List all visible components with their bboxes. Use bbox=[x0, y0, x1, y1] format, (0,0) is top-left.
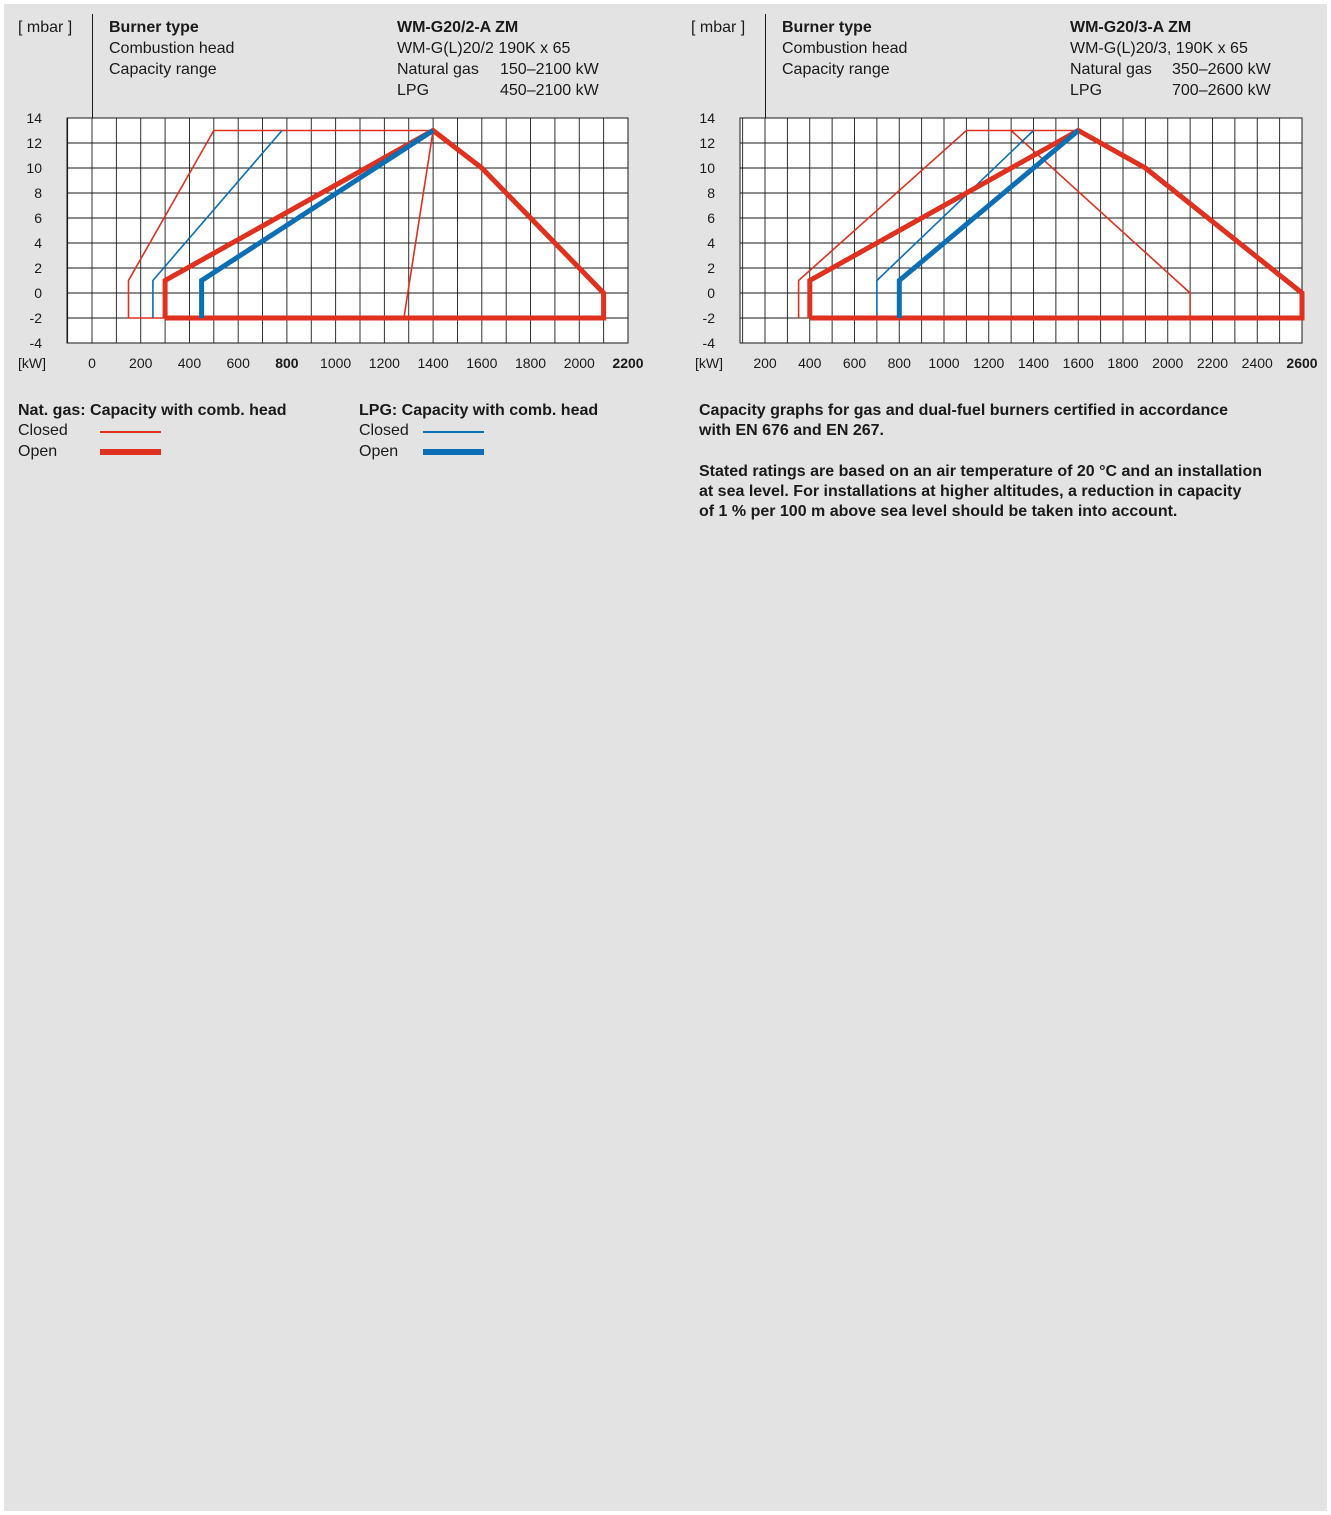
left-x-tick-label: 800 bbox=[275, 355, 299, 371]
legend-nat-gas-open-swatch bbox=[100, 449, 161, 455]
right-x-tick-label: 1800 bbox=[1107, 355, 1138, 371]
right-x-tick-label: 600 bbox=[843, 355, 867, 371]
left-y-tick-label: 0 bbox=[34, 285, 42, 301]
right-y-tick-label: 4 bbox=[707, 235, 715, 251]
left-series-lpg-open bbox=[199, 128, 435, 318]
left-x-tick-label: 0 bbox=[88, 355, 96, 371]
left-series-lpg-closed bbox=[152, 129, 283, 318]
right-x-tick-label: 2000 bbox=[1152, 355, 1183, 371]
right-y-tick-label: 2 bbox=[707, 260, 715, 276]
right-y-tick-label: -4 bbox=[703, 335, 716, 351]
left-x-tick-label: 400 bbox=[178, 355, 202, 371]
right-combustion-head-label: Combustion head bbox=[782, 40, 908, 57]
right-unit-label: [ mbar ] bbox=[691, 19, 746, 36]
left-x-tick-label: 1000 bbox=[320, 355, 351, 371]
legend-nat-gas-title: Nat. gas: Capacity with comb. head bbox=[18, 402, 287, 419]
left-lpg-label: LPG bbox=[397, 82, 430, 99]
left-x-tick-label: 1400 bbox=[418, 355, 449, 371]
left-lpg-range: 450–2100 kW bbox=[500, 82, 599, 99]
right-y-tick-label: 6 bbox=[707, 210, 715, 226]
legend-nat-gas-closed-label: Closed bbox=[18, 422, 68, 439]
note-paragraph-1-line-1: Capacity graphs for gas and dual-fuel bu… bbox=[699, 402, 1229, 419]
right-y-tick-label: 12 bbox=[699, 135, 715, 151]
note-paragraph-2-line-3: of 1 % per 100 m above sea level should … bbox=[699, 503, 1178, 520]
right-lpg-label: LPG bbox=[1070, 82, 1103, 99]
left-y-tick-label: 12 bbox=[26, 135, 42, 151]
right-y-tick-label: 10 bbox=[699, 160, 715, 176]
right-x-tick-label: 800 bbox=[888, 355, 912, 371]
right-series-lpg-closed bbox=[876, 129, 1035, 318]
left-plot-frame bbox=[66, 117, 629, 344]
note-paragraph-1-line-2: with EN 676 and EN 267. bbox=[699, 422, 884, 439]
left-combustion-head-value: WM-G(L)20/2 190K x 65 bbox=[397, 40, 571, 57]
right-series-lpg-open bbox=[896, 128, 1080, 318]
left-unit-label: [ mbar ] bbox=[18, 19, 73, 36]
capacity-chart-left: 14 12 10 8 6 4 2 0 -2 -4 [kW] 0 200 400 600 800 1000 1200… bbox=[18, 110, 644, 371]
left-x-tick-label: 600 bbox=[227, 355, 251, 371]
right-burner-type-label: Burner type bbox=[782, 19, 872, 36]
left-plot-area bbox=[67, 118, 628, 343]
right-lpg-range: 700–2600 kW bbox=[1172, 82, 1271, 99]
right-model-name: WM-G20/3-A ZM bbox=[1070, 19, 1192, 36]
left-model-name: WM-G20/2-A ZM bbox=[397, 19, 519, 36]
capacity-chart-right: 14 12 10 8 6 4 2 0 -2 -4 [kW] 200 400 600 800 1000 1200 1… bbox=[695, 110, 1318, 371]
right-x-tick-label: 1400 bbox=[1018, 355, 1049, 371]
left-x-axis-label: [kW] bbox=[18, 355, 46, 371]
left-capacity-range-label: Capacity range bbox=[109, 61, 217, 78]
right-plot-area bbox=[740, 118, 1302, 343]
left-y-tick-label: 4 bbox=[34, 235, 42, 251]
legend-lpg-closed-label: Closed bbox=[359, 422, 409, 439]
right-series-nat-gas-closed-2 bbox=[1010, 129, 1191, 318]
right-grid bbox=[740, 117, 1303, 344]
left-x-tick-label: 1600 bbox=[466, 355, 497, 371]
right-y-tick-label: 14 bbox=[699, 110, 715, 126]
right-header-divider bbox=[765, 14, 766, 126]
left-x-tick-label: 1200 bbox=[369, 355, 400, 371]
left-natural-gas-range: 150–2100 kW bbox=[500, 61, 599, 78]
right-natural-gas-label: Natural gas bbox=[1070, 61, 1152, 78]
left-y-tick-label: 8 bbox=[34, 185, 42, 201]
right-y-tick-label: -2 bbox=[703, 310, 716, 326]
right-series-nat-gas-closed bbox=[797, 129, 1079, 318]
right-x-tick-label: 1000 bbox=[928, 355, 959, 371]
right-x-tick-label: 2200 bbox=[1197, 355, 1228, 371]
legend-lpg-closed-swatch bbox=[423, 431, 484, 433]
left-header-divider bbox=[92, 14, 93, 126]
left-y-tick-label: 10 bbox=[26, 160, 42, 176]
right-x-tick-label: 2600 bbox=[1286, 355, 1317, 371]
legend-lpg-title: LPG: Capacity with comb. head bbox=[359, 402, 599, 419]
note-paragraph-2-line-1: Stated ratings are based on an air tempe… bbox=[699, 463, 1262, 480]
right-plot-frame bbox=[739, 117, 1303, 344]
left-y-tick-label: 14 bbox=[26, 110, 42, 126]
left-y-tick-label: -2 bbox=[30, 310, 43, 326]
left-x-tick-label: 2000 bbox=[564, 355, 595, 371]
left-y-tick-label: -4 bbox=[30, 335, 43, 351]
right-x-tick-label: 1200 bbox=[973, 355, 1004, 371]
left-natural-gas-label: Natural gas bbox=[397, 61, 479, 78]
right-x-tick-label: 200 bbox=[753, 355, 777, 371]
legend-lpg-open-swatch bbox=[423, 449, 484, 455]
right-capacity-range-label: Capacity range bbox=[782, 61, 890, 78]
right-x-tick-label: 2400 bbox=[1242, 355, 1273, 371]
legend-lpg-open-label: Open bbox=[359, 443, 399, 460]
right-x-tick-label: 400 bbox=[798, 355, 822, 371]
left-y-tick-label: 2 bbox=[34, 260, 42, 276]
legend-nat-gas-open-label: Open bbox=[18, 443, 58, 460]
legend-nat-gas-closed-swatch bbox=[100, 431, 161, 433]
left-series-nat-gas-open bbox=[162, 127, 607, 321]
right-y-tick-label: 8 bbox=[707, 185, 715, 201]
left-x-tick-label: 200 bbox=[129, 355, 153, 371]
right-combustion-head-value: WM-G(L)20/3, 190K x 65 bbox=[1070, 40, 1248, 57]
left-x-tick-label: 2200 bbox=[612, 355, 643, 371]
right-series-nat-gas-open bbox=[807, 127, 1305, 321]
right-x-tick-label: 1600 bbox=[1063, 355, 1094, 371]
left-x-tick-label: 1800 bbox=[515, 355, 546, 371]
right-y-tick-label: 0 bbox=[707, 285, 715, 301]
left-burner-type-label: Burner type bbox=[109, 19, 199, 36]
right-natural-gas-range: 350–2600 kW bbox=[1172, 61, 1271, 78]
note-paragraph-2-line-2: at sea level. For installations at highe… bbox=[699, 483, 1242, 500]
left-combustion-head-label: Combustion head bbox=[109, 40, 235, 57]
left-y-tick-label: 6 bbox=[34, 210, 42, 226]
right-x-axis-label: [kW] bbox=[695, 355, 723, 371]
